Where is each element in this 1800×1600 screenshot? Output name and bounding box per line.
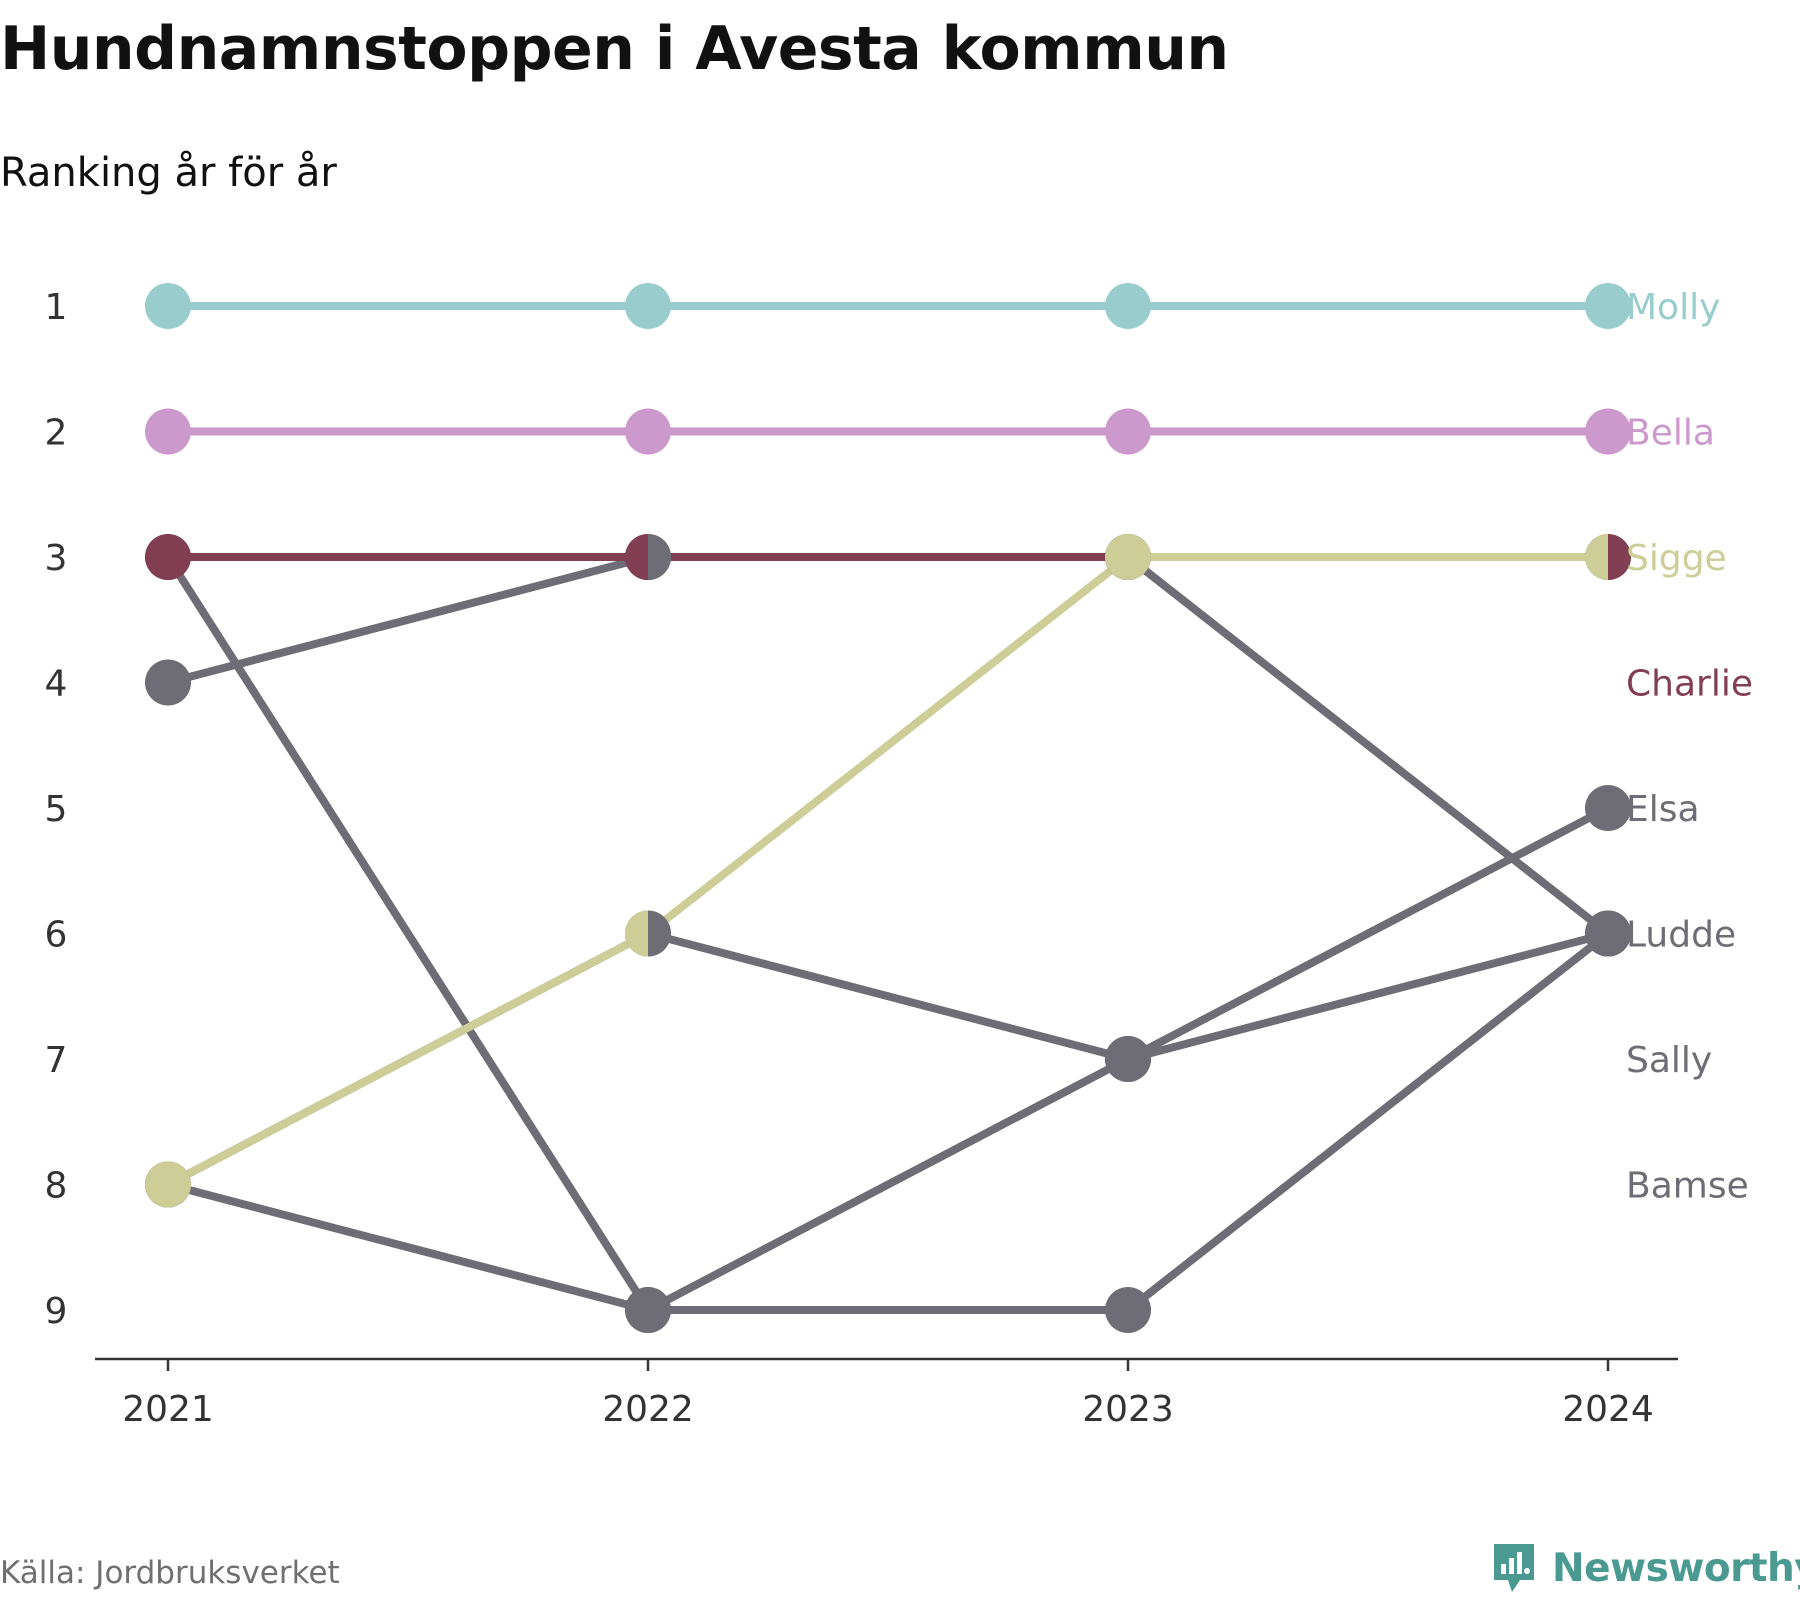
- series-point-molly: [1105, 283, 1151, 329]
- y-tick-label: 4: [45, 664, 68, 705]
- y-tick-label: 8: [45, 1166, 68, 1207]
- series-label-sigge: Sigge: [1626, 538, 1727, 579]
- series-point-elsa: [625, 1287, 671, 1333]
- x-tick-label: 2022: [602, 1389, 694, 1430]
- series-label-bamse: Bamse: [1626, 1166, 1749, 1207]
- split-point-right: [1608, 534, 1631, 580]
- series-point-bamse: [1105, 1287, 1151, 1333]
- y-tick-label: 5: [45, 789, 68, 830]
- x-tick-label: 2021: [122, 1389, 214, 1430]
- series-point-bella: [1105, 408, 1151, 455]
- series-label-sally: Sally: [1626, 1040, 1712, 1081]
- series-point-sally: [145, 659, 191, 706]
- series-label-elsa: Elsa: [1626, 789, 1700, 830]
- series-point-bella: [625, 408, 671, 455]
- y-tick-label: 9: [45, 1291, 68, 1332]
- y-axis-ticks: 1 2 3 4 5 6 7 8 9: [45, 287, 68, 1332]
- y-tick-label: 1: [45, 287, 68, 328]
- series-point-charlie: [145, 534, 191, 580]
- brand-name: Newsworthy: [1552, 1545, 1800, 1591]
- split-point-right: [648, 534, 671, 580]
- x-axis: 2021 2022 2023 2024: [95, 1357, 1678, 1430]
- series-label-charlie: Charlie: [1626, 664, 1753, 705]
- y-tick-label: 7: [45, 1040, 68, 1081]
- series-point-sigge: [1105, 534, 1151, 580]
- chart-subtitle: Ranking år för år: [0, 150, 337, 196]
- y-tick-label: 6: [45, 915, 68, 956]
- series-label-bella: Bella: [1626, 413, 1715, 454]
- series-point-molly: [625, 283, 671, 329]
- series-line-ludde: [164, 929, 1612, 1189]
- newsworthy-logo-icon: [1494, 1544, 1534, 1592]
- y-tick-label: 2: [45, 413, 68, 454]
- chart-title: Hundnamnstoppen i Avesta kommun: [0, 14, 1229, 84]
- series-line-elsa: [164, 804, 1612, 1314]
- series-point-molly: [1585, 283, 1631, 329]
- x-tick-label: 2024: [1562, 1389, 1654, 1430]
- series-point-bella: [145, 408, 191, 455]
- split-point-right: [648, 910, 671, 957]
- bump-chart: 1 2 3 4 5 6 7 8 9 2021 2022 2023 2024 Molly Bella Sig…: [45, 283, 1753, 1430]
- series-point-sigge: [145, 1161, 191, 1208]
- series-end-labels: Molly Bella Sigge Charlie Elsa Ludde Sally Bams…: [1626, 287, 1753, 1207]
- series-point-ludde: [1105, 1036, 1151, 1082]
- series-point-bella: [1585, 408, 1631, 455]
- x-tick-label: 2023: [1082, 1389, 1174, 1430]
- series-point-molly: [145, 283, 191, 329]
- split-point-left: [1585, 534, 1608, 580]
- series-label-ludde: Ludde: [1626, 915, 1736, 956]
- series-points: [145, 283, 1631, 1333]
- split-point-left: [625, 534, 648, 580]
- series-line-bamse: [164, 553, 1612, 1314]
- series-label-molly: Molly: [1626, 287, 1720, 328]
- y-tick-label: 3: [45, 538, 68, 579]
- series-lines: [164, 302, 1612, 1314]
- source-note: Källa: Jordbruksverket: [0, 1555, 340, 1591]
- series-point-ludde: [1585, 910, 1631, 957]
- series-point-elsa: [1585, 785, 1631, 831]
- series-line-sigge: [164, 553, 1612, 1189]
- split-point-left: [625, 910, 648, 957]
- brand[interactable]: Newsworthy: [1490, 1540, 1800, 1596]
